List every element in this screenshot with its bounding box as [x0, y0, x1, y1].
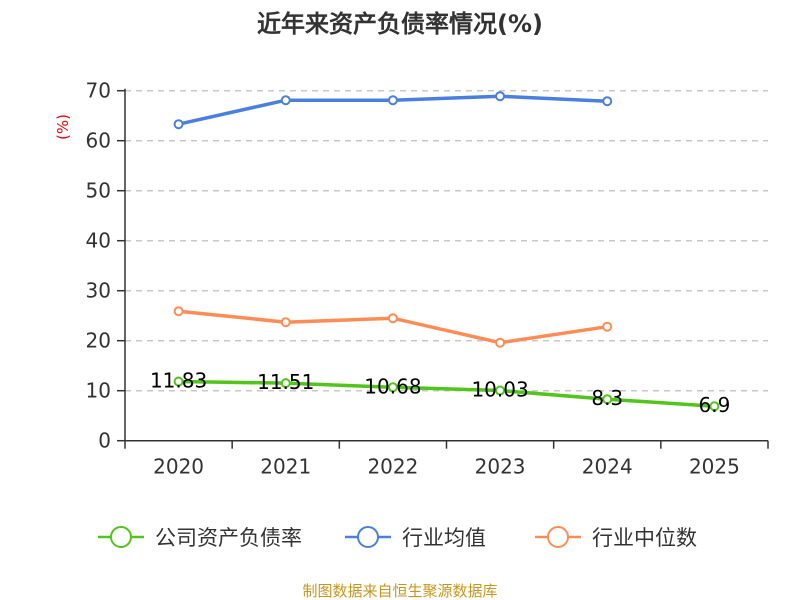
series-line	[178, 379, 715, 408]
legend-marker	[110, 526, 132, 548]
data-label: 11.51	[257, 370, 314, 394]
data-point	[602, 394, 613, 405]
legend-marker	[547, 526, 569, 548]
y-tick-label: 50	[86, 179, 111, 203]
y-tick-label: 30	[86, 279, 111, 303]
data-label: 10.03	[471, 378, 528, 402]
x-tick-label: 2022	[367, 455, 418, 479]
data-point	[387, 95, 398, 106]
y-axis-label: (%)	[54, 114, 72, 140]
data-point	[495, 337, 506, 348]
data-point	[387, 313, 398, 324]
y-tick-label: 70	[86, 79, 111, 103]
data-label: 6.9	[699, 393, 731, 417]
data-point	[495, 91, 506, 102]
data-label: 8.3	[591, 386, 623, 410]
y-tick-label: 10	[86, 379, 111, 403]
legend-label: 公司资产负债率	[155, 526, 302, 550]
data-point	[495, 385, 506, 396]
source-note: 制图数据来自恒生聚源数据库	[302, 582, 497, 600]
data-point	[387, 382, 398, 393]
legend-item: 公司资产负债率	[98, 526, 302, 550]
chart-title: 近年来资产负债率情况(%)	[257, 10, 543, 38]
y-tick-label: 40	[86, 229, 111, 253]
x-tick-label: 2023	[475, 455, 526, 479]
x-tick-label: 2025	[689, 455, 740, 479]
data-label: 11.83	[150, 369, 207, 393]
data-point	[602, 321, 613, 332]
x-tick-label: 2024	[582, 455, 633, 479]
legend-item: 行业中位数	[535, 526, 697, 550]
x-tick-label: 2021	[260, 455, 311, 479]
y-tick-label: 0	[98, 429, 111, 453]
legend-marker	[357, 526, 379, 548]
y-tick-label: 20	[86, 329, 111, 353]
data-point	[173, 119, 184, 130]
legend-label: 行业均值	[402, 526, 486, 550]
legend-label: 行业中位数	[592, 526, 697, 550]
y-tick-label: 60	[86, 129, 111, 153]
data-point	[280, 378, 291, 389]
x-tick-label: 2020	[153, 455, 204, 479]
data-label: 10.68	[364, 374, 421, 398]
legend-item: 行业均值	[345, 526, 486, 550]
data-point	[280, 317, 291, 328]
data-point	[173, 376, 184, 387]
data-point	[602, 96, 613, 107]
data-point	[709, 401, 720, 412]
data-point	[173, 306, 184, 317]
data-point	[280, 95, 291, 106]
